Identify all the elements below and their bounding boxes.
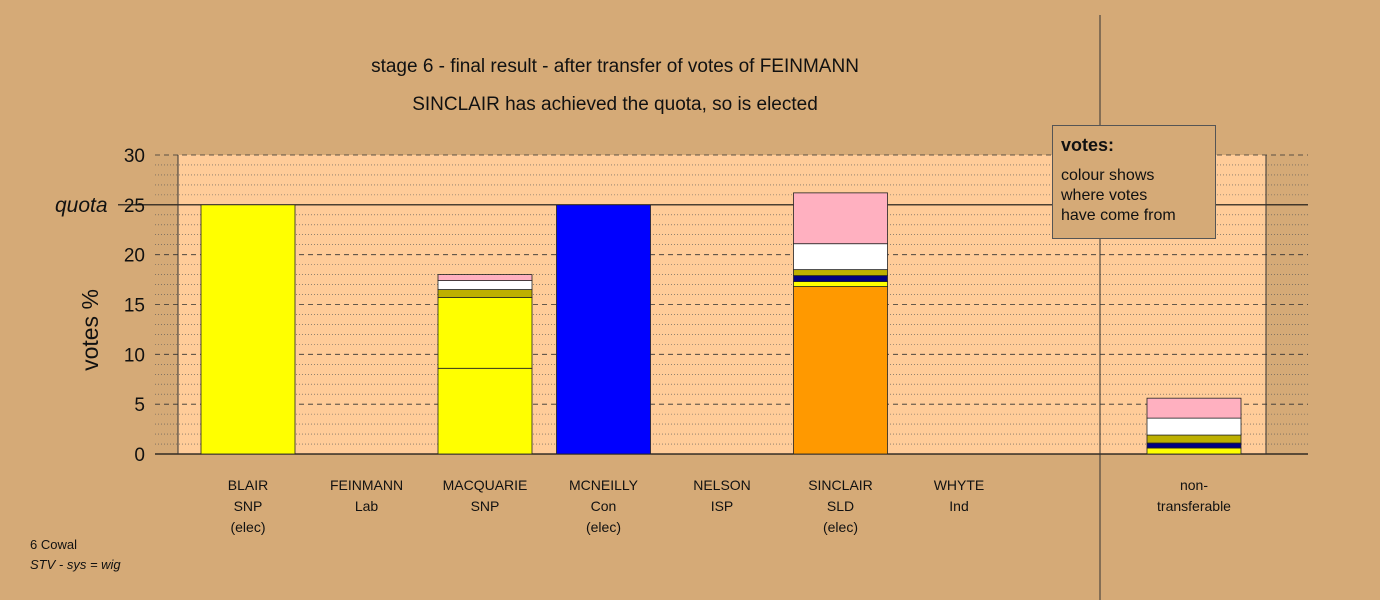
bar-sinclair-segment-0: [793, 286, 888, 455]
constituency-label: 6 Cowal: [30, 537, 77, 552]
chart-title: stage 6 - final result - after transfer …: [371, 56, 859, 77]
bar-macquarie-segment-1: [437, 297, 533, 369]
candidate-label: NELSON: [693, 477, 751, 493]
y-axis-label: votes %: [77, 289, 103, 371]
bar-sinclair-segment-4: [793, 243, 888, 271]
bar-nontransferable-segment-3: [1146, 417, 1242, 436]
bars: [200, 192, 1242, 455]
y-tick-label: 30: [124, 146, 145, 167]
bar-blair-segment-0: [200, 204, 296, 455]
candidate-label: Ind: [949, 498, 968, 514]
y-tick-label: 5: [134, 395, 145, 416]
y-tick-label: 25: [124, 196, 145, 217]
legend-line-2: where votes: [1061, 187, 1148, 204]
bar-sinclair-segment-3: [793, 269, 888, 276]
legend-box: votes: colour shows where votes have com…: [1052, 125, 1216, 239]
bar-mcneilly-segment-0: [556, 204, 651, 455]
bar-sinclair-segment-2: [793, 275, 888, 282]
candidate-label: SINCLAIR: [808, 477, 873, 493]
bar-sinclair-segment-1: [793, 281, 888, 287]
candidate-label: MACQUARIE: [443, 477, 528, 493]
y-tick-label: 0: [134, 445, 145, 466]
nontransferable-label: transferable: [1157, 498, 1231, 514]
y-tick-label: 15: [124, 296, 145, 317]
candidate-label: SNP: [471, 498, 500, 514]
bar-macquarie-segment-3: [437, 280, 533, 290]
legend-line-1: colour shows: [1061, 167, 1155, 184]
candidate-label: BLAIR: [228, 477, 268, 493]
bar-nontransferable-segment-4: [1146, 397, 1242, 419]
candidate-label: ISP: [711, 498, 734, 514]
legend-line-3: have come from: [1061, 207, 1176, 224]
bar-macquarie-segment-2: [437, 289, 533, 298]
candidate-label: (elec): [586, 519, 621, 535]
candidate-label: MCNEILLY: [569, 477, 639, 493]
y-tick-label: 10: [124, 345, 145, 366]
legend-title: votes:: [1061, 135, 1115, 155]
candidate-label: SNP: [234, 498, 263, 514]
candidate-label: SLD: [827, 498, 854, 514]
candidate-label: WHYTE: [934, 477, 985, 493]
nontransferable-label: non-: [1180, 477, 1208, 493]
candidate-label: FEINMANN: [330, 477, 403, 493]
candidate-label: (elec): [823, 519, 858, 535]
candidate-labels: BLAIR SNP (elec) FEINMANN Lab MACQUARIE SNP MCN…: [228, 477, 1231, 535]
candidate-label: (elec): [230, 519, 265, 535]
y-tick-label: 20: [124, 246, 145, 267]
chart-subtitle: SINCLAIR has achieved the quota, so is e…: [412, 94, 818, 115]
candidate-label: Con: [591, 498, 617, 514]
bar-macquarie-segment-4: [437, 274, 533, 281]
quota-label: quota: [55, 194, 108, 217]
system-label: STV - sys = wig: [30, 557, 121, 572]
axes: [177, 15, 1267, 600]
bar-macquarie-segment-0: [437, 367, 533, 455]
candidate-label: Lab: [355, 498, 379, 514]
bar-nontransferable-segment-2: [1146, 434, 1242, 444]
bar-nontransferable-segment-1: [1146, 442, 1242, 449]
bar-nontransferable-segment-0: [1146, 447, 1242, 455]
y-ticks: 0 5 10 15 20 25 30: [124, 146, 145, 466]
bar-sinclair-segment-5: [793, 192, 888, 245]
